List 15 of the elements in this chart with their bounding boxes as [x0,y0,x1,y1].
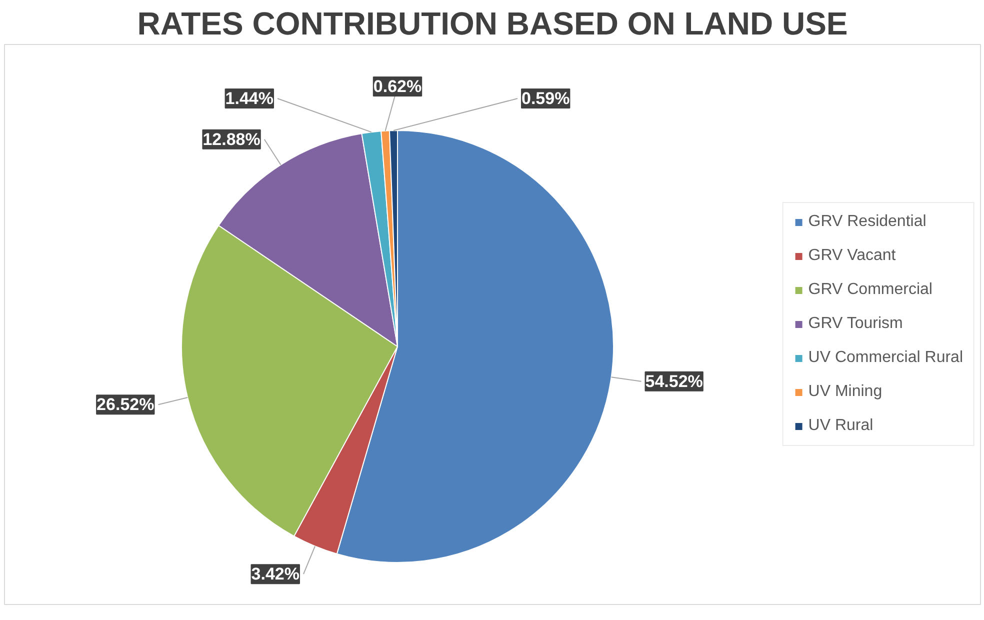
legend-label: GRV Tourism [808,315,903,333]
data-label: 54.52% [645,372,703,391]
legend-label: UV Commercial Rural [808,349,963,367]
legend-label: GRV Vacant [808,247,896,265]
data-label: 26.52% [96,395,154,414]
legend-label: UV Rural [808,417,874,435]
legend-label: GRV Residential [808,213,926,231]
data-label: 0.62% [373,77,422,96]
data-label: 1.44% [225,89,274,108]
data-label: 12.88% [202,130,260,149]
data-label: 0.59% [522,89,570,108]
legend-label: GRV Commercial [808,281,932,299]
chart-title: RATES CONTRIBUTION BASED ON LAND USE [137,6,848,42]
data-label: 3.42% [251,564,300,584]
legend-label: UV Mining [808,383,882,401]
